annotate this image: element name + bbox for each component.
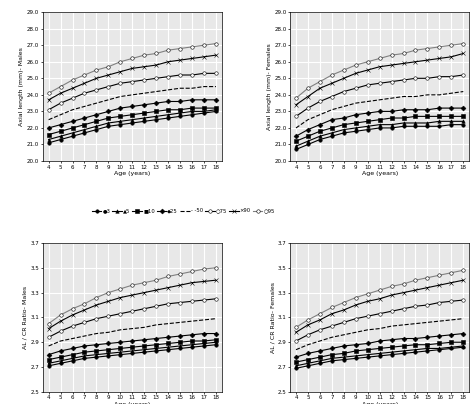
- Y-axis label: Axial length (mm)- Females: Axial length (mm)- Females: [266, 43, 272, 130]
- X-axis label: Age (years): Age (years): [114, 402, 150, 404]
- Y-axis label: Axial length (mm)- Males: Axial length (mm)- Males: [19, 47, 24, 126]
- Legend: ●3, ▲5, ■10, ◆25, - -50, ○75, ×90, ○95: ●3, ▲5, ■10, ◆25, - -50, ○75, ×90, ○95: [92, 208, 275, 213]
- X-axis label: Age (years): Age (years): [114, 171, 150, 176]
- Y-axis label: AL / CR Ratio- Males: AL / CR Ratio- Males: [23, 286, 27, 349]
- X-axis label: Age (years): Age (years): [362, 171, 398, 176]
- Y-axis label: AL / CR Ratio- Females: AL / CR Ratio- Females: [270, 282, 275, 353]
- X-axis label: Age (years): Age (years): [362, 402, 398, 404]
